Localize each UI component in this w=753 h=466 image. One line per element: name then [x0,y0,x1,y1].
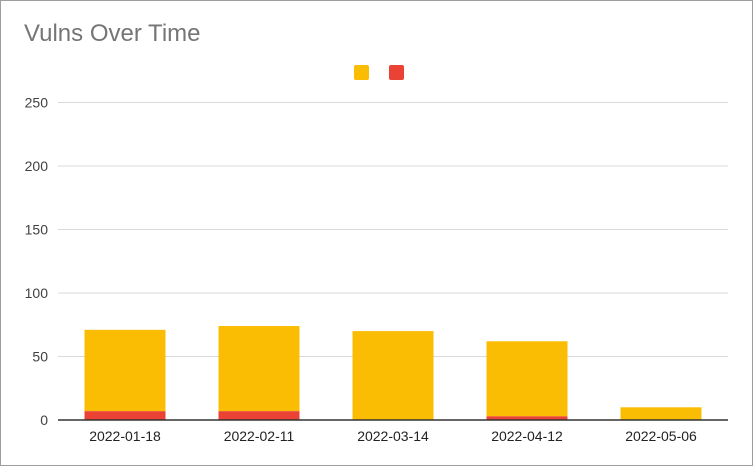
bar-segment [620,407,702,420]
x-tick-label: 2022-01-18 [89,428,161,444]
bar-segment [84,411,166,420]
chart-title: Vulns Over Time [24,20,201,47]
y-tick-label: 150 [25,222,49,238]
x-tick-label: 2022-05-06 [625,428,697,444]
bar-segment [486,341,568,417]
y-tick-label: 50 [32,349,48,365]
y-tick-label: 100 [25,285,49,301]
bar-segment [352,331,434,420]
bar-segment [218,411,300,420]
bar-segment [218,326,300,412]
legend-swatch [354,65,369,80]
y-tick-label: 200 [25,158,49,174]
x-tick-label: 2022-02-11 [224,428,295,444]
x-tick-label: 2022-03-14 [357,428,429,444]
legend-swatch [389,65,404,80]
bar-segment [486,416,568,420]
x-tick-label: 2022-04-12 [491,428,563,444]
y-tick-label: 250 [25,95,49,111]
y-tick-label: 0 [40,412,48,428]
bar-segment [84,329,166,412]
